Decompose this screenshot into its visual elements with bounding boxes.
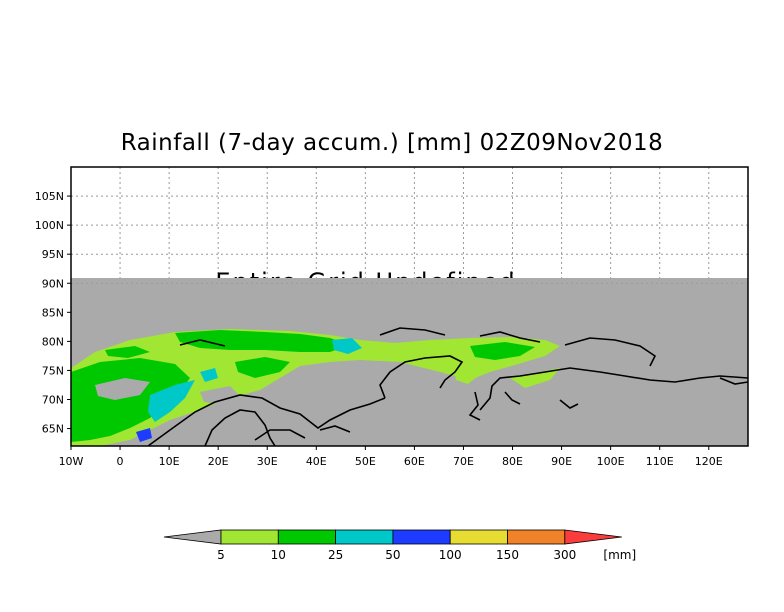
colorbar-swatch	[335, 529, 394, 545]
lon-tick-label: 110E	[646, 455, 674, 468]
lon-tick-label: 10E	[159, 455, 180, 468]
lon-tick-label: 80E	[502, 455, 523, 468]
colorbar-swatch	[507, 529, 566, 545]
lon-tick-label: 90E	[551, 455, 572, 468]
colorbar-label: 100	[439, 548, 462, 562]
colorbar-swatch	[277, 529, 336, 545]
plot-frame	[70, 166, 749, 447]
lat-tick-label: 95N	[42, 248, 64, 261]
lon-tick-label: 120E	[695, 455, 723, 468]
colorbar-label: 150	[496, 548, 519, 562]
lat-tick-label: 100N	[35, 219, 64, 232]
colorbar-lower-extension	[163, 529, 222, 545]
lon-tick-label: 10W	[59, 455, 84, 468]
lat-tick-label: 105N	[35, 190, 64, 203]
latitude-axis: 65N 70N 75N 80N 85N 90N 95N 100N 105N	[35, 190, 71, 436]
lat-tick-label: 80N	[42, 335, 64, 348]
lon-tick-label: 20E	[208, 455, 229, 468]
map-grid	[71, 167, 748, 284]
colorbar-label: 10	[271, 548, 286, 562]
lon-tick-label: 40E	[306, 455, 327, 468]
lat-tick-label: 65N	[42, 423, 64, 436]
lon-tick-label: 30E	[257, 455, 278, 468]
colorbar-swatch	[220, 529, 279, 545]
colorbar: 5 10 25 50 100 150 300 [mm]	[163, 529, 636, 562]
map-title: Rainfall (7-day accum.) [mm] 02Z09Nov201…	[120, 130, 664, 156]
colorbar-swatch	[392, 529, 451, 545]
lat-tick-label: 85N	[42, 306, 64, 319]
colorbar-unit: [mm]	[603, 548, 636, 562]
lon-tick-label: 60E	[404, 455, 425, 468]
lat-tick-label: 90N	[42, 277, 64, 290]
colorbar-upper-extension	[564, 529, 622, 545]
lon-tick-label: 0	[117, 455, 124, 468]
colorbar-swatch	[449, 529, 508, 545]
rainfall-field	[71, 329, 560, 446]
longitude-axis: 10W 0 10E 20E 30E 40E 50E 60E 70E 80E 90E 100E 110E 1…	[59, 446, 723, 468]
colorbar-label: 25	[328, 548, 343, 562]
lon-tick-label: 100E	[597, 455, 625, 468]
lon-tick-label: 70E	[453, 455, 474, 468]
lon-tick-label: 50E	[355, 455, 376, 468]
colorbar-label: 50	[385, 548, 400, 562]
undefined-grid-label: Entire Grid Undefined	[215, 268, 516, 296]
lat-tick-label: 75N	[42, 364, 64, 377]
colorbar-label: 5	[217, 548, 225, 562]
colorbar-label: 300	[553, 548, 576, 562]
coastlines	[147, 327, 748, 446]
lat-tick-label: 70N	[42, 394, 64, 407]
